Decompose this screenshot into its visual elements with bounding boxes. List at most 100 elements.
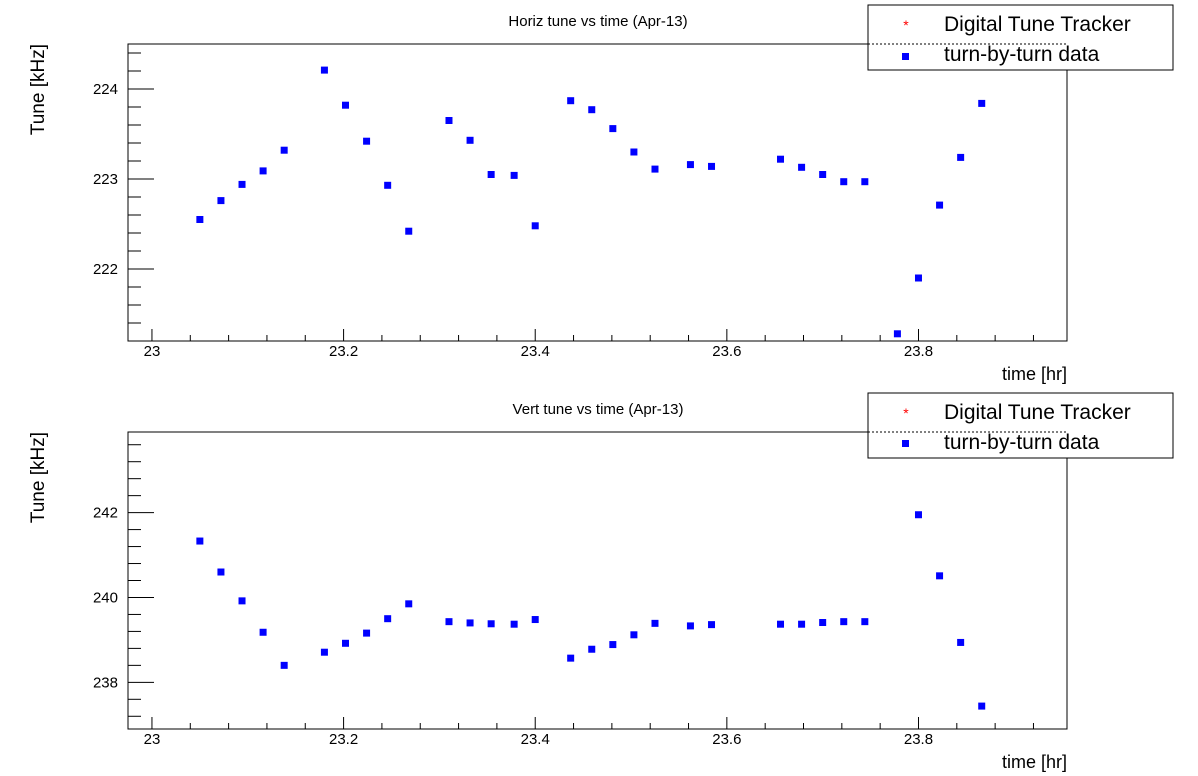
data-point xyxy=(510,620,518,628)
data-point xyxy=(466,619,474,627)
star-icon: * xyxy=(903,405,909,421)
data-point xyxy=(531,222,539,230)
horiz-y-tick-labels: 222 223 224 xyxy=(93,81,118,278)
vert-x-tick-label: 23.8 xyxy=(904,731,933,748)
data-point xyxy=(238,597,246,605)
data-point xyxy=(363,137,371,145)
vert-x-tick-label: 23.2 xyxy=(329,731,358,748)
data-point xyxy=(914,511,922,519)
data-point xyxy=(196,216,204,223)
data-point xyxy=(384,181,392,189)
vert-x-ticks xyxy=(151,717,1034,729)
data-point xyxy=(342,101,350,109)
vert-legend-box xyxy=(867,392,1174,459)
data-point xyxy=(777,155,785,163)
data-point xyxy=(466,136,474,144)
data-point xyxy=(978,99,986,107)
data-point xyxy=(777,620,785,628)
data-point xyxy=(510,171,518,179)
vert-y-tick-labels: 238 240 242 xyxy=(93,505,118,692)
data-point xyxy=(630,148,638,156)
data-point xyxy=(196,537,204,545)
horiz-chart-title: Horiz tune vs time (Apr-13) xyxy=(508,13,687,30)
data-point xyxy=(936,572,944,580)
data-point xyxy=(798,620,806,628)
data-point xyxy=(686,161,694,169)
data-point xyxy=(259,167,267,175)
data-point xyxy=(819,171,827,178)
vert-x-tick-labels: 23 23.2 23.4 23.6 23.8 xyxy=(144,731,933,748)
data-point xyxy=(861,618,869,626)
vert-x-tick-label: 23.6 xyxy=(712,731,741,748)
data-point xyxy=(609,641,617,649)
vert-legend-label-tbt: turn-by-turn data xyxy=(944,431,1100,454)
star-icon: * xyxy=(903,17,909,33)
horiz-tune-panel: Horiz tune vs time (Apr-13) 23 23.2 23.4 23… xyxy=(28,4,1174,384)
data-point xyxy=(445,618,453,626)
data-point xyxy=(217,197,225,205)
data-point xyxy=(686,622,694,630)
data-point xyxy=(936,201,944,209)
data-point xyxy=(567,97,575,105)
data-point xyxy=(280,146,288,154)
horiz-x-tick-label: 23.8 xyxy=(904,343,933,360)
data-point xyxy=(487,620,495,628)
data-point xyxy=(609,125,617,133)
data-point xyxy=(893,330,901,338)
data-point xyxy=(487,171,495,178)
square-icon xyxy=(902,440,909,447)
data-point xyxy=(819,619,827,627)
data-point xyxy=(630,631,638,639)
data-point xyxy=(651,165,659,173)
data-point xyxy=(840,618,848,626)
horiz-legend-label-tbt: turn-by-turn data xyxy=(944,43,1100,66)
vert-data-points xyxy=(196,450,986,710)
data-point xyxy=(384,615,392,623)
data-point xyxy=(978,702,986,710)
data-point xyxy=(588,645,596,653)
vert-legend: * Digital Tune Tracker turn-by-turn data xyxy=(867,392,1174,459)
data-point xyxy=(405,600,413,608)
data-point xyxy=(445,117,453,124)
horiz-legend: * Digital Tune Tracker turn-by-turn data xyxy=(867,4,1174,71)
horiz-x-tick-label: 23.6 xyxy=(712,343,741,360)
vert-legend-label-dtt: Digital Tune Tracker xyxy=(944,401,1131,424)
vert-tune-panel: Vert tune vs time (Apr-13) 23 23.2 23.4 23.… xyxy=(28,392,1174,772)
data-point xyxy=(957,638,965,646)
data-point xyxy=(531,616,539,624)
horiz-data-points xyxy=(196,66,986,338)
data-point xyxy=(280,661,288,669)
vert-y-tick-label: 238 xyxy=(93,674,118,691)
vert-x-tick-label: 23 xyxy=(144,731,161,748)
horiz-x-tick-labels: 23 23.2 23.4 23.6 23.8 xyxy=(144,343,933,360)
horiz-x-axis-label: time [hr] xyxy=(1002,364,1067,384)
data-point xyxy=(342,639,350,647)
data-point xyxy=(708,162,716,170)
horiz-legend-label-dtt: Digital Tune Tracker xyxy=(944,13,1131,36)
vert-y-axis-label: Tune [kHz] xyxy=(28,432,49,523)
data-point xyxy=(840,178,848,186)
vert-y-tick-label: 242 xyxy=(93,505,118,522)
data-point xyxy=(651,619,659,627)
horiz-x-tick-label: 23 xyxy=(144,343,161,360)
data-point xyxy=(567,654,575,662)
data-point xyxy=(861,178,869,186)
horiz-x-ticks xyxy=(151,329,1034,341)
horiz-plot-frame xyxy=(127,43,1068,342)
data-point xyxy=(217,568,225,576)
data-point xyxy=(363,629,371,637)
data-point xyxy=(320,648,328,656)
vert-x-axis-label: time [hr] xyxy=(1002,752,1067,772)
vert-y-ticks xyxy=(128,444,154,717)
horiz-y-tick-label: 222 xyxy=(93,261,118,278)
data-point xyxy=(588,106,596,114)
horiz-x-tick-label: 23.4 xyxy=(521,343,550,360)
vert-chart-title: Vert tune vs time (Apr-13) xyxy=(513,401,684,418)
horiz-x-tick-label: 23.2 xyxy=(329,343,358,360)
horiz-y-tick-label: 223 xyxy=(93,171,118,188)
data-point xyxy=(798,163,806,171)
data-point xyxy=(238,180,246,188)
horiz-legend-box xyxy=(867,4,1174,71)
